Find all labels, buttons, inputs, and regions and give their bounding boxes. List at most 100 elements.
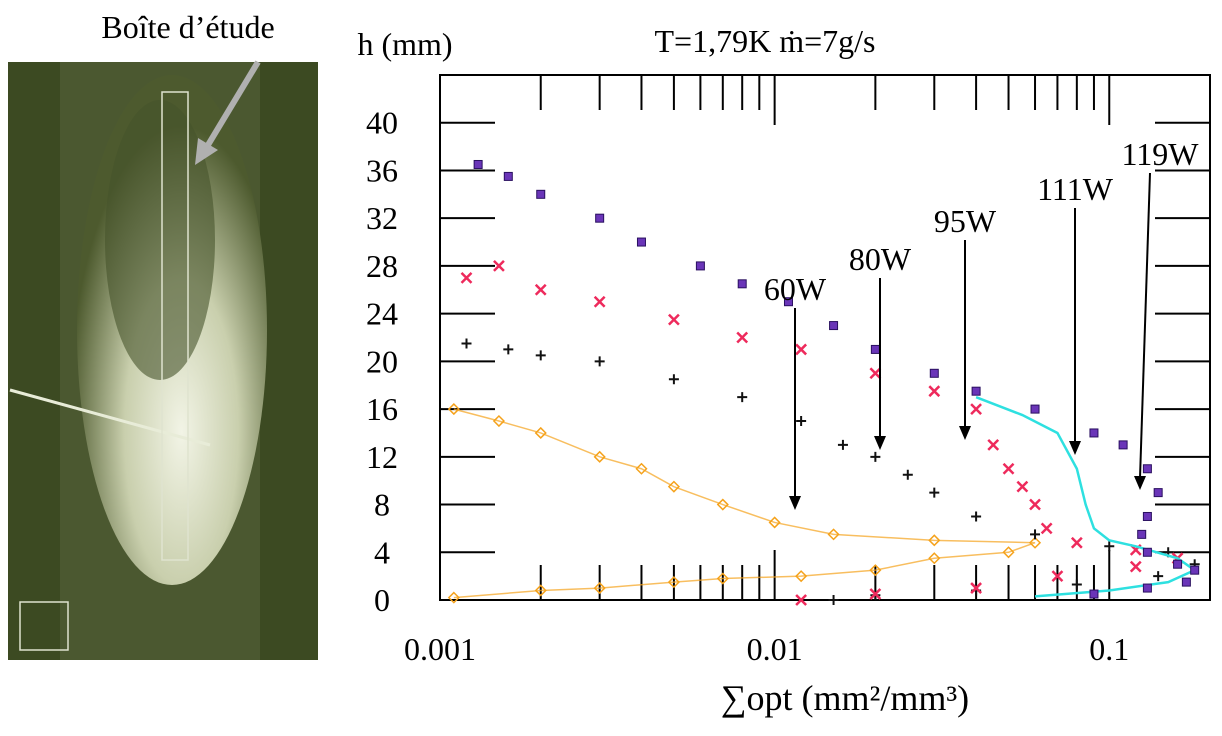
y-tick-label: 4 bbox=[374, 534, 390, 570]
point bbox=[869, 588, 882, 600]
y-tick-label: 28 bbox=[366, 248, 398, 284]
y-tick-label: 16 bbox=[366, 391, 398, 427]
point bbox=[1089, 589, 1099, 599]
point bbox=[971, 386, 981, 396]
point bbox=[1070, 536, 1083, 549]
point bbox=[1029, 498, 1041, 511]
point bbox=[1002, 462, 1015, 475]
point bbox=[447, 403, 460, 416]
point bbox=[1030, 529, 1041, 540]
y-tick-label: 8 bbox=[374, 487, 390, 523]
series-line bbox=[453, 408, 1036, 599]
point bbox=[1153, 488, 1163, 498]
y-tick-label: 20 bbox=[366, 343, 398, 379]
series-line bbox=[975, 395, 1198, 598]
annotation-arrow-head bbox=[1069, 441, 1081, 455]
point bbox=[736, 331, 749, 344]
point bbox=[492, 414, 505, 428]
photo-label: Boîte d’étude bbox=[101, 9, 274, 45]
point bbox=[460, 271, 473, 284]
x-tick-label: 0.001 bbox=[404, 631, 476, 667]
y-tick-label: 12 bbox=[366, 439, 398, 475]
series-annotation: 111W bbox=[1037, 171, 1114, 207]
point bbox=[503, 344, 514, 355]
point bbox=[929, 487, 940, 498]
point bbox=[1181, 577, 1191, 587]
point bbox=[987, 439, 1000, 451]
point bbox=[795, 594, 808, 606]
study-box bbox=[161, 91, 189, 561]
point bbox=[473, 159, 483, 169]
point bbox=[1142, 583, 1152, 593]
point bbox=[536, 189, 546, 199]
point bbox=[635, 462, 648, 475]
point bbox=[535, 350, 546, 361]
point bbox=[534, 426, 547, 440]
series-annotation: 95W bbox=[934, 203, 997, 239]
point bbox=[593, 582, 606, 595]
point bbox=[828, 595, 839, 605]
point bbox=[837, 439, 848, 450]
x-tick-label: 0.01 bbox=[747, 631, 803, 667]
point bbox=[970, 582, 982, 594]
point bbox=[503, 171, 513, 181]
point bbox=[1129, 560, 1142, 573]
annotation-arrow-head bbox=[789, 496, 801, 510]
annotation-arrow-head bbox=[874, 436, 886, 450]
y-tick-label: 40 bbox=[366, 105, 398, 141]
chart-title: T=1,79K ṁ=7g/s bbox=[655, 23, 876, 59]
point bbox=[971, 511, 982, 522]
point bbox=[929, 368, 939, 378]
photo: Boîte d’étude bbox=[8, 9, 318, 660]
point bbox=[1051, 570, 1064, 583]
series-annotation: 60W bbox=[764, 271, 827, 307]
series-annotation: 119W bbox=[1121, 136, 1199, 172]
point bbox=[534, 283, 547, 296]
point bbox=[796, 416, 807, 427]
point bbox=[534, 584, 547, 597]
point bbox=[1071, 579, 1082, 590]
point bbox=[595, 213, 605, 223]
point bbox=[902, 469, 913, 480]
point bbox=[668, 374, 679, 385]
point bbox=[1002, 546, 1015, 559]
probe bbox=[9, 388, 211, 447]
point bbox=[1016, 480, 1029, 493]
point bbox=[827, 528, 840, 541]
x-axis-label: ∑opt (mm²/mm³) bbox=[721, 678, 969, 718]
point bbox=[1040, 522, 1053, 535]
point bbox=[668, 313, 680, 326]
point bbox=[695, 261, 705, 271]
point bbox=[870, 344, 880, 354]
point bbox=[795, 570, 808, 583]
point bbox=[716, 498, 729, 511]
point bbox=[1173, 559, 1183, 569]
y-tick-label: 36 bbox=[366, 152, 398, 188]
point bbox=[667, 480, 680, 493]
point bbox=[737, 392, 748, 403]
point bbox=[1028, 536, 1042, 549]
point bbox=[768, 516, 781, 529]
arrow bbox=[202, 60, 261, 152]
point bbox=[1137, 529, 1147, 539]
point bbox=[928, 552, 941, 565]
point bbox=[1142, 547, 1152, 557]
point bbox=[667, 576, 680, 589]
point bbox=[1190, 565, 1200, 575]
y-tick-label: 24 bbox=[366, 296, 398, 332]
point bbox=[636, 237, 646, 247]
point bbox=[869, 564, 882, 577]
point bbox=[795, 343, 808, 356]
point bbox=[783, 297, 793, 307]
point bbox=[594, 356, 605, 367]
point bbox=[593, 295, 606, 308]
series-annotation: 80W bbox=[849, 241, 912, 277]
point bbox=[447, 591, 460, 604]
point bbox=[928, 385, 941, 398]
plot-frame bbox=[439, 74, 1211, 601]
point bbox=[461, 338, 472, 349]
y-tick-label: 0 bbox=[374, 582, 390, 618]
point bbox=[1118, 440, 1128, 450]
y-tick-label: 32 bbox=[366, 200, 398, 236]
